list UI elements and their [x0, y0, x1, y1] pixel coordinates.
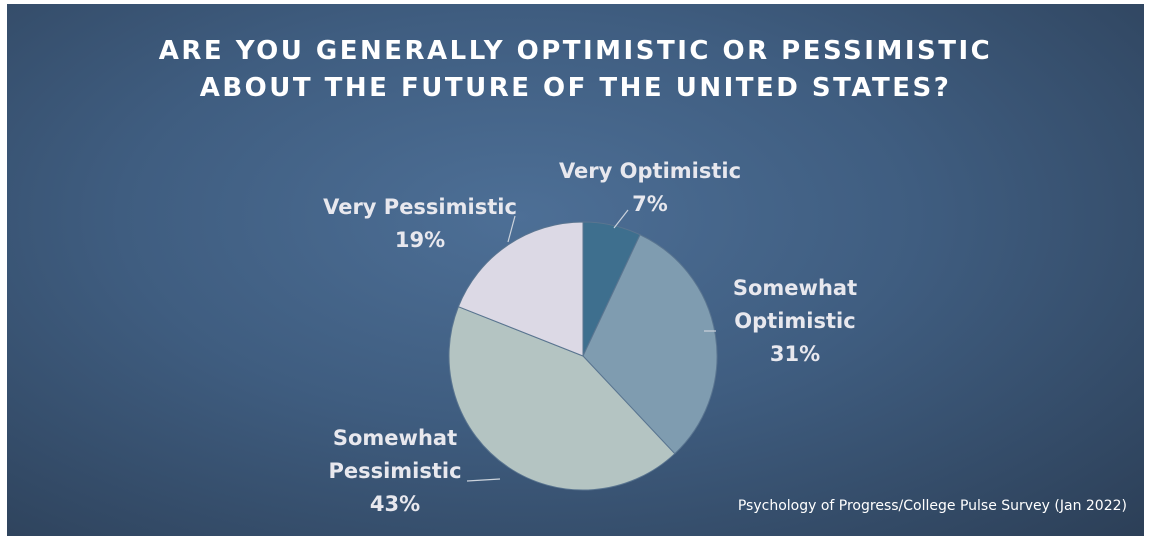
category-label: Somewhat Optimistic: [732, 276, 858, 333]
source-note: Psychology of Progress/College Pulse Sur…: [737, 498, 1127, 514]
value-label: 31%: [769, 342, 821, 366]
slice-label: Somewhat Optimistic 31%: [720, 272, 870, 371]
slice-label: Very Optimistic 7%: [520, 155, 780, 221]
leader-line: [507, 215, 516, 243]
slice-label: Somewhat Pessimistic 43%: [320, 422, 470, 521]
value-label: 19%: [394, 228, 446, 252]
value-label: 7%: [632, 192, 668, 216]
leader-line: [466, 478, 501, 482]
chart-title: ARE YOU GENERALLY OPTIMISTIC OR PESSIMIS…: [158, 36, 993, 66]
pie-slice: [457, 221, 584, 357]
value-label: 43%: [369, 492, 421, 516]
leader-line: [613, 209, 629, 229]
category-label: Very Optimistic: [558, 159, 742, 183]
category-label: Somewhat Pessimistic: [328, 426, 462, 483]
pie-slice: [448, 306, 676, 491]
slice-label: Very Pessimistic 19%: [290, 191, 550, 257]
category-label: Very Pessimistic: [323, 195, 517, 219]
chart-title: ABOUT THE FUTURE OF THE UNITED STATES?: [199, 73, 952, 103]
pie-slice: [582, 234, 718, 455]
